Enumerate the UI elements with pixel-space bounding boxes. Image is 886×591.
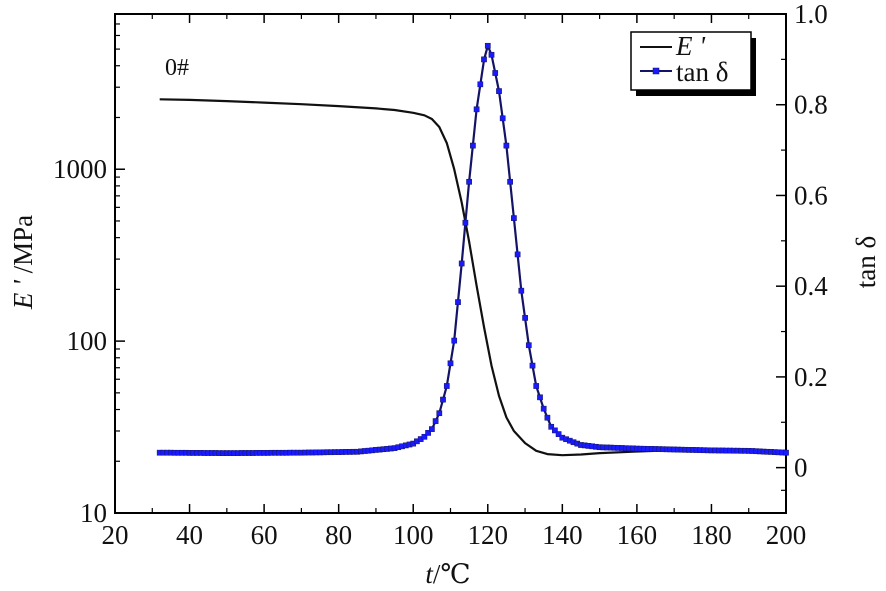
y-left-tick-label: 10 xyxy=(80,498,107,528)
series-marker-tan_delta xyxy=(540,405,547,412)
y-right-tick-label: 1.0 xyxy=(794,0,828,29)
y-left-tick-label: 100 xyxy=(67,326,108,356)
x-tick-label: 120 xyxy=(468,520,509,550)
y-right-tick-label: 0 xyxy=(794,453,808,483)
series-marker-tan_delta xyxy=(425,430,431,436)
y-left-axis-title: E ' /MPa xyxy=(8,215,38,310)
legend: E ' tan δ xyxy=(630,31,756,96)
x-tick-label: 200 xyxy=(766,520,807,550)
y-right-tick-label: 0.8 xyxy=(794,90,828,120)
series-marker-tan_delta xyxy=(451,337,458,344)
x-axis-ticks: 20 40 60 80 100 120 140 160 180 200 xyxy=(102,14,807,550)
y-right-axis-ticks: 0 0.2 0.4 0.6 0.8 1.0 xyxy=(776,0,828,491)
series-line-tan_delta xyxy=(159,44,787,455)
x-axis-title: t/℃ xyxy=(425,559,470,589)
legend-marker-tan-delta xyxy=(652,67,660,75)
series-marker-tan_delta xyxy=(481,56,487,63)
series-marker-tan_delta xyxy=(496,88,502,94)
series-marker-tan_delta xyxy=(518,287,525,294)
y-right-axis-title: tan δ xyxy=(851,236,881,288)
legend-label-tan-delta: tan δ xyxy=(676,57,728,87)
series-marker-tan_delta xyxy=(552,427,558,434)
x-tick-label: 80 xyxy=(325,520,352,550)
series-marker-tan_delta xyxy=(499,115,506,122)
series-marker-tan_delta xyxy=(492,70,499,76)
series-marker-tan_delta xyxy=(447,360,454,367)
legend-label-storage-modulus: E ' xyxy=(675,31,706,61)
x-tick-label: 40 xyxy=(176,520,203,550)
series-marker-tan_delta xyxy=(421,433,428,440)
series-marker-tan_delta xyxy=(473,106,480,113)
x-tick-label: 140 xyxy=(542,520,583,550)
series-marker-tan_delta xyxy=(503,142,510,149)
x-tick-label: 60 xyxy=(251,520,278,550)
series-layer xyxy=(156,42,789,457)
x-tick-label: 180 xyxy=(691,520,732,550)
series-marker-tan_delta xyxy=(462,219,469,226)
series-marker-tan_delta xyxy=(555,431,562,437)
series-marker-tan_delta xyxy=(458,260,465,267)
series-marker-tan_delta xyxy=(507,178,513,185)
x-tick-label: 100 xyxy=(393,520,434,550)
series-marker-tan_delta xyxy=(537,394,543,401)
legend-box xyxy=(630,31,752,91)
series-marker-tan_delta xyxy=(436,410,443,417)
series-marker-tan_delta xyxy=(514,251,521,258)
series-marker-tan_delta xyxy=(470,142,476,149)
series-marker-tan_delta xyxy=(522,315,528,321)
series-marker-tan_delta xyxy=(529,362,536,369)
series-marker-tan_delta xyxy=(533,383,540,389)
x-tick-label: 20 xyxy=(102,520,129,550)
x-tick-label: 160 xyxy=(617,520,658,550)
series-marker-tan_delta xyxy=(511,215,517,221)
series-marker-tan_delta xyxy=(440,396,446,403)
series-marker-tan_delta xyxy=(548,423,555,430)
series-marker-tan_delta xyxy=(455,299,461,305)
series-marker-tan_delta xyxy=(429,426,435,432)
y-left-tick-label: 1000 xyxy=(53,154,107,184)
series-marker-tan_delta xyxy=(443,383,450,389)
y-right-tick-label: 0.6 xyxy=(794,180,828,210)
series-marker-tan_delta xyxy=(432,418,439,424)
series-marker-tan_delta xyxy=(484,42,491,49)
series-marker-tan_delta xyxy=(783,449,789,456)
y-right-tick-label: 0.4 xyxy=(794,271,828,301)
y-right-tick-label: 0.2 xyxy=(794,362,828,392)
series-marker-tan_delta xyxy=(544,414,551,421)
annotation-label: 0# xyxy=(165,55,189,81)
series-marker-tan_delta xyxy=(477,81,484,88)
series-marker-tan_delta xyxy=(525,342,532,349)
series-marker-tan_delta xyxy=(466,178,472,185)
series-line-storage_modulus xyxy=(159,98,787,457)
series-marker-tan_delta xyxy=(488,51,495,58)
y-left-axis-ticks: 10 100 1000 xyxy=(53,13,125,528)
